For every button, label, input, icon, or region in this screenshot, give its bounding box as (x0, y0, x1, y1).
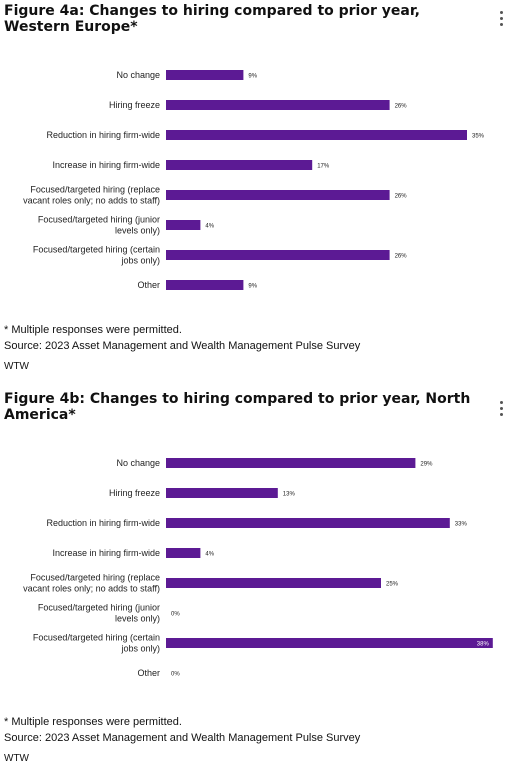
value-label: 26% (395, 104, 408, 110)
value-label: 38% (477, 642, 490, 648)
category-label: Reduction in hiring firm-wide (46, 518, 160, 528)
figure-4b: Figure 4b: Changes to hiring compared to… (0, 391, 519, 770)
source-note: Source: 2023 Asset Management and Wealth… (4, 340, 361, 352)
footnote: * Multiple responses were permitted. (4, 716, 182, 728)
bar[interactable] (166, 70, 244, 80)
figure-title: Figure 4b: Changes to hiring compared to… (4, 391, 471, 423)
category-label: Focused/targeted hiring (replace vacant r… (23, 573, 160, 594)
bar[interactable] (166, 578, 381, 588)
category-label: Reduction in hiring firm-wide (46, 130, 160, 140)
category-label: Focused/targeted hiring (replace vacant r… (23, 185, 160, 206)
bar[interactable] (166, 130, 467, 140)
bar[interactable] (166, 548, 201, 558)
category-label: Other (137, 668, 160, 678)
bar[interactable] (166, 280, 244, 290)
value-label: 35% (472, 134, 485, 140)
value-label: 9% (248, 284, 257, 290)
kebab-menu-icon[interactable] (499, 11, 505, 29)
category-label: Focused/targeted hiring (junior levels on… (38, 215, 160, 236)
category-label: Focused/targeted hiring (junior levels on… (38, 603, 160, 624)
value-label: 25% (386, 582, 399, 588)
value-label: 26% (395, 254, 408, 260)
bar[interactable] (166, 190, 390, 200)
bar-chart-north-america: No change 29% Hiring freeze 13% Reduction in… (23, 458, 493, 678)
category-label: No change (116, 70, 160, 80)
figure-title: Figure 4a: Changes to hiring compared to… (4, 3, 420, 35)
value-label: 33% (455, 522, 468, 528)
category-label: Focused/targeted hiring (certain jobs onl… (33, 633, 160, 654)
value-label: 26% (395, 194, 408, 200)
category-label: Other (137, 280, 160, 290)
bar[interactable] (166, 638, 493, 648)
category-label: Focused/targeted hiring (certain jobs onl… (33, 245, 160, 266)
category-label: Hiring freeze (109, 100, 160, 110)
value-label: 17% (317, 164, 330, 170)
kebab-menu-icon[interactable] (499, 401, 505, 419)
bar[interactable] (166, 458, 416, 468)
bar[interactable] (166, 160, 313, 170)
value-label: 29% (420, 462, 433, 468)
figure-4a: Figure 4a: Changes to hiring compared to… (0, 3, 519, 383)
org-label: WTW (4, 361, 29, 372)
bar[interactable] (166, 220, 201, 230)
bar-chart-western-europe: No change 9% Hiring freeze 26% Reduction in … (23, 70, 485, 290)
category-label: Increase in hiring firm-wide (52, 160, 160, 170)
value-label: 9% (248, 74, 257, 80)
value-label: 4% (205, 224, 214, 230)
bar[interactable] (166, 488, 278, 498)
bar[interactable] (166, 250, 390, 260)
value-label: 0% (171, 612, 180, 618)
category-label: Increase in hiring firm-wide (52, 548, 160, 558)
value-label: 4% (205, 552, 214, 558)
footnote: * Multiple responses were permitted. (4, 324, 182, 336)
bar[interactable] (166, 518, 450, 528)
value-label: 0% (171, 672, 180, 678)
source-note: Source: 2023 Asset Management and Wealth… (4, 732, 361, 744)
category-label: No change (116, 458, 160, 468)
value-label: 13% (283, 492, 296, 498)
bar[interactable] (166, 100, 390, 110)
category-label: Hiring freeze (109, 488, 160, 498)
org-label: WTW (4, 753, 29, 764)
